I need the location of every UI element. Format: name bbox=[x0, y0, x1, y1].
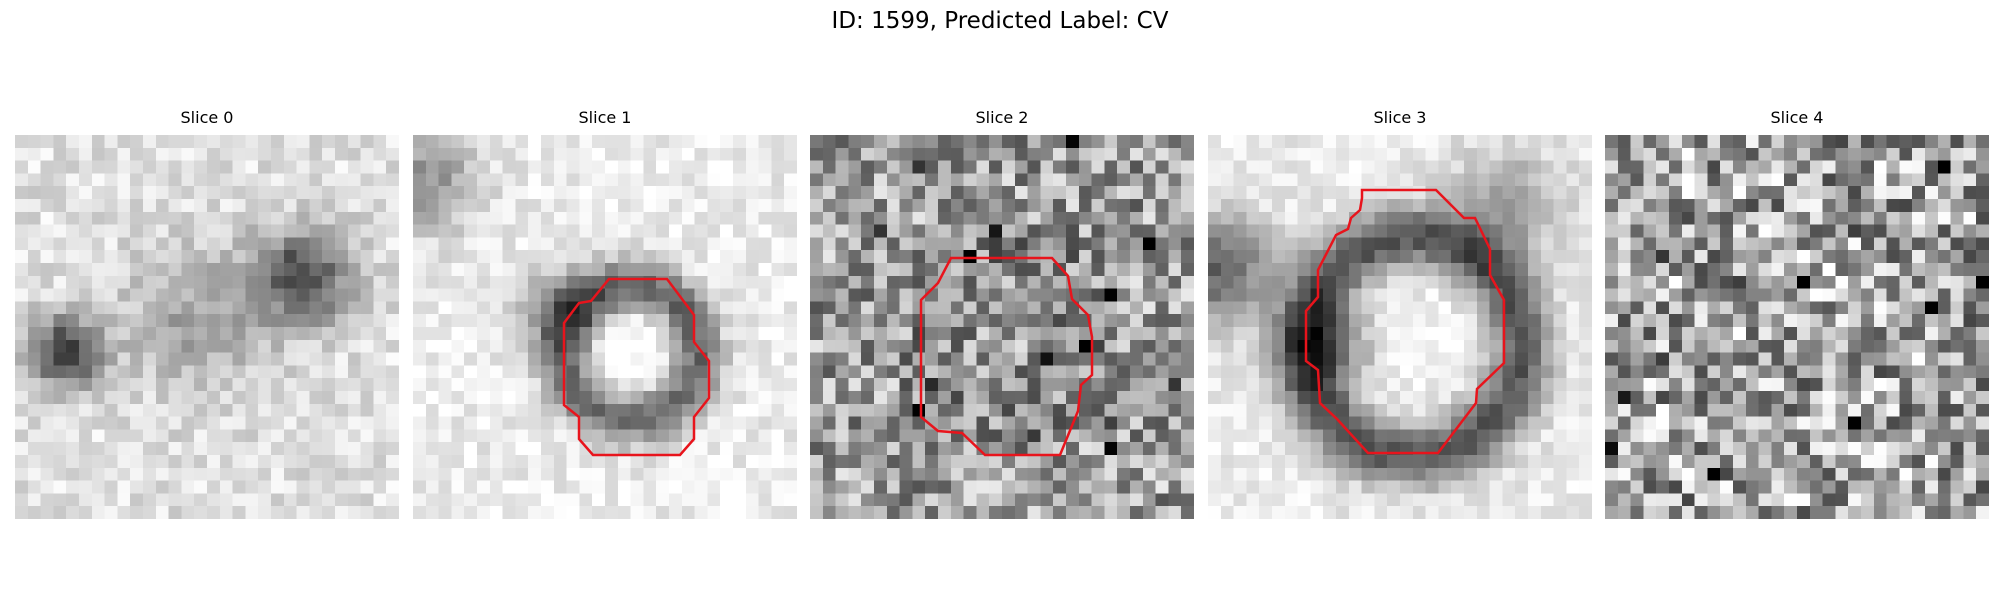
slice-title-1: Slice 1 bbox=[578, 108, 632, 127]
contour-outline-1 bbox=[562, 277, 711, 457]
slice-title-4: Slice 4 bbox=[1770, 108, 1824, 127]
slice-image-4 bbox=[1605, 135, 1989, 519]
contour-outline-2 bbox=[919, 256, 1094, 457]
slice-image-3 bbox=[1208, 135, 1592, 519]
slice-title-2: Slice 2 bbox=[975, 108, 1029, 127]
slice-title-3: Slice 3 bbox=[1373, 108, 1427, 127]
slice-image-0 bbox=[15, 135, 399, 519]
slice-title-0: Slice 0 bbox=[180, 108, 234, 127]
figure-title: ID: 1599, Predicted Label: CV bbox=[831, 8, 1169, 34]
contour-outline-3 bbox=[1304, 188, 1506, 455]
